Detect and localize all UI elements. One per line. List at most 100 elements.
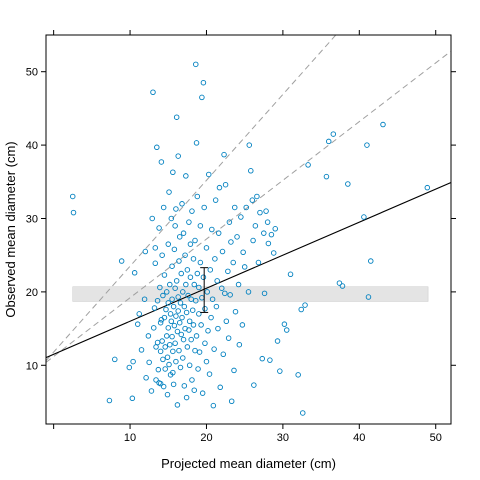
data-point [206, 371, 213, 377]
data-point [154, 339, 161, 346]
data-point [222, 290, 228, 297]
data-point [174, 328, 181, 335]
data-point [172, 223, 178, 229]
data-point [345, 181, 351, 187]
data-point [200, 79, 207, 86]
lines-layer [46, 35, 451, 363]
data-point [180, 336, 187, 343]
data-point [159, 252, 165, 258]
data-point [202, 306, 208, 312]
data-point [203, 245, 210, 251]
data-point [222, 181, 229, 188]
data-point [161, 272, 168, 278]
data-point [187, 241, 194, 247]
data-point [249, 197, 256, 203]
data-point [70, 209, 77, 216]
data-point [175, 153, 181, 159]
data-point [220, 351, 227, 358]
data-point [365, 294, 372, 300]
data-point [274, 338, 281, 344]
data-point [129, 395, 136, 402]
data-point [152, 245, 159, 251]
data-point [216, 184, 223, 191]
data-point [143, 375, 149, 381]
data-point [153, 344, 159, 350]
data-point [336, 280, 343, 286]
reference-line-1 [46, 35, 337, 361]
data-point [251, 382, 257, 388]
data-point [180, 355, 186, 361]
data-point [173, 278, 180, 284]
data-point [283, 327, 290, 333]
data-point [157, 348, 164, 355]
data-point [209, 296, 216, 302]
data-point [185, 292, 191, 299]
data-point [213, 303, 220, 310]
data-point [194, 270, 201, 277]
data-point [214, 278, 220, 284]
data-point [151, 305, 158, 311]
y-tick-label: 50 [26, 67, 38, 79]
data-point [171, 322, 178, 329]
data-point [183, 281, 189, 288]
y-tick-label: 30 [26, 213, 38, 225]
data-point [169, 333, 175, 340]
data-point [183, 173, 189, 179]
data-point [136, 311, 142, 317]
data-point [159, 338, 165, 344]
data-point [234, 234, 240, 240]
data-point [169, 263, 175, 269]
data-point [281, 321, 288, 327]
data-point [300, 410, 306, 416]
data-point [180, 230, 187, 236]
data-point [157, 319, 164, 326]
data-point [255, 259, 262, 266]
data-point [198, 322, 204, 328]
data-point [241, 264, 248, 270]
data-point [106, 397, 113, 404]
data-point [263, 208, 269, 214]
data-point [170, 303, 177, 310]
data-point [191, 281, 197, 288]
data-point [305, 162, 311, 168]
data-point [150, 325, 157, 331]
data-point [177, 300, 184, 306]
data-point [217, 384, 223, 391]
data-point [190, 256, 197, 262]
data-point [181, 303, 188, 310]
data-point [261, 290, 268, 297]
data-point [270, 250, 277, 256]
data-point [223, 318, 230, 324]
data-point [180, 289, 186, 295]
data-point [212, 197, 219, 203]
data-point [177, 364, 184, 371]
data-point [227, 292, 233, 298]
data-point [236, 341, 243, 348]
data-point [219, 248, 226, 255]
data-point [240, 249, 246, 256]
data-point [380, 121, 386, 128]
data-point [191, 387, 197, 393]
data-point [173, 206, 179, 212]
data-point [181, 383, 188, 389]
data-point [173, 114, 180, 120]
data-point [146, 359, 152, 366]
data-point [225, 335, 232, 341]
data-point [206, 171, 212, 178]
data-point [175, 294, 181, 300]
data-point [239, 322, 246, 328]
data-point [210, 402, 217, 409]
data-point [167, 281, 173, 288]
axes-layer: 10 20 30 40 50 10 20 30 40 50 [26, 30, 456, 444]
data-point [257, 209, 263, 216]
data-point [208, 314, 214, 321]
data-point [184, 344, 191, 350]
data-point [189, 208, 195, 214]
data-point [166, 189, 172, 195]
data-point [171, 246, 178, 253]
data-point [179, 314, 185, 321]
data-point [138, 347, 145, 353]
data-point [163, 306, 169, 313]
data-point [298, 306, 304, 313]
data-point [202, 340, 208, 347]
